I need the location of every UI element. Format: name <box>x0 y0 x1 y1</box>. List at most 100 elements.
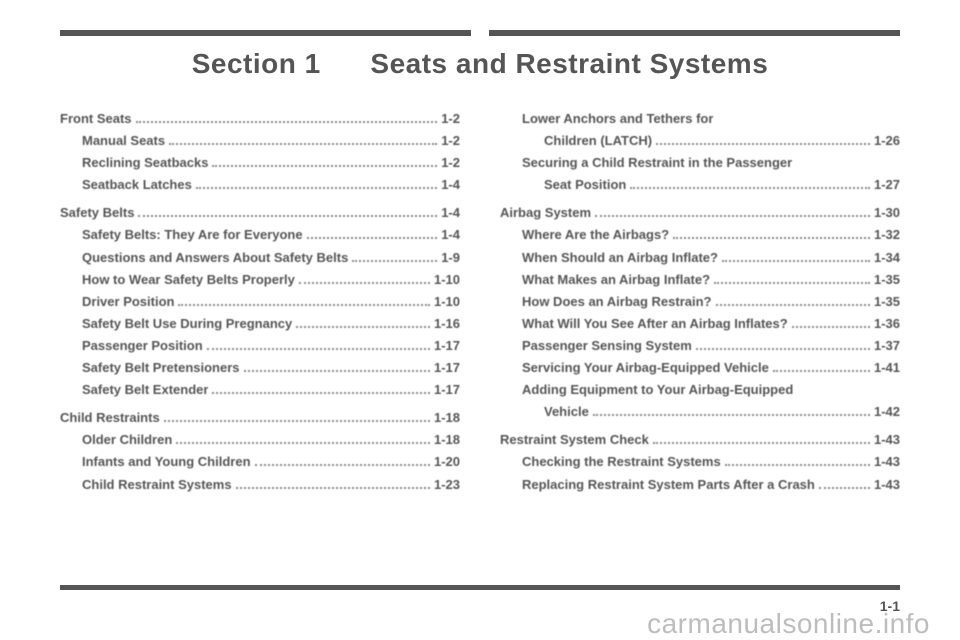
toc-page-ref: 1-2 <box>441 130 460 152</box>
toc-entry: Airbag System1-30 <box>500 202 900 224</box>
toc-entry: Vehicle1-42 <box>500 401 900 423</box>
toc-page-ref: 1-34 <box>874 247 900 269</box>
toc-leader-dots <box>352 260 437 262</box>
toc-page-ref: 1-41 <box>874 357 900 379</box>
manual-page: Section 1 Seats and Restraint Systems Fr… <box>0 0 960 640</box>
toc-page-ref: 1-18 <box>434 429 460 451</box>
toc-entry: Adding Equipment to Your Airbag-Equipped <box>500 379 900 401</box>
toc-page-ref: 1-27 <box>874 174 900 196</box>
toc-entry: Child Restraint Systems1-23 <box>60 474 460 496</box>
toc-entry: Seat Position 1-27 <box>500 174 900 196</box>
toc-entry: Restraint System Check 1-43 <box>500 429 900 451</box>
toc-page-ref: 1-20 <box>434 451 460 473</box>
toc-entry: Safety Belts: They Are for Everyone 1-4 <box>60 224 460 246</box>
toc-page-ref: 1-43 <box>874 429 900 451</box>
toc-label: How to Wear Safety Belts Properly <box>60 269 295 291</box>
toc-label: Children (LATCH) <box>500 130 652 152</box>
toc-page-ref: 1-10 <box>434 291 460 313</box>
toc-leader-dots <box>169 143 437 145</box>
toc-leader-dots <box>296 326 430 328</box>
toc-entry: Where Are the Airbags? 1-32 <box>500 224 900 246</box>
toc-label: Front Seats <box>60 108 132 130</box>
toc-label: Restraint System Check <box>500 429 649 451</box>
toc-label: What Will You See After an Airbag Inflat… <box>500 313 788 335</box>
toc-label: Seatback Latches <box>60 174 192 196</box>
toc-entry: Checking the Restraint Systems1-43 <box>500 451 900 473</box>
toc-label: Safety Belt Use During Pregnancy <box>60 313 292 335</box>
toc-entry: Securing a Child Restraint in the Passen… <box>500 152 900 174</box>
toc-column-right: Lower Anchors and Tethers forChildren (L… <box>500 108 900 496</box>
toc-page-ref: 1-17 <box>434 379 460 401</box>
toc-entry: Servicing Your Airbag-Equipped Vehicle 1-… <box>500 357 900 379</box>
toc-page-ref: 1-35 <box>874 291 900 313</box>
toc-entry: Front Seats1-2 <box>60 108 460 130</box>
toc-page-ref: 1-30 <box>874 202 900 224</box>
toc-label: Lower Anchors and Tethers for <box>500 108 713 130</box>
toc-leader-dots <box>656 143 870 145</box>
toc-leader-dots <box>178 304 430 306</box>
toc-label: Driver Position <box>60 291 174 313</box>
toc-leader-dots <box>630 187 870 189</box>
toc-leader-dots <box>716 304 870 306</box>
toc-label: Adding Equipment to Your Airbag-Equipped <box>500 379 793 401</box>
toc-entry: What Makes an Airbag Inflate? 1-35 <box>500 269 900 291</box>
toc-leader-dots <box>176 442 430 444</box>
toc-page-ref: 1-18 <box>434 407 460 429</box>
bottom-rule <box>60 585 900 590</box>
toc-label: Replacing Restraint System Parts After a… <box>500 474 815 496</box>
toc-page-ref: 1-35 <box>874 269 900 291</box>
watermark: carmanualsonline.info <box>647 608 930 640</box>
toc-entry: Lower Anchors and Tethers for <box>500 108 900 130</box>
toc-entry: Passenger Sensing System1-37 <box>500 335 900 357</box>
toc-column-left: Front Seats1-2Manual Seats1-2Reclining S… <box>60 108 460 496</box>
toc-leader-dots <box>696 348 870 350</box>
toc-entry: Replacing Restraint System Parts After a… <box>500 474 900 496</box>
toc-leader-dots <box>307 237 438 239</box>
toc-label: Where Are the Airbags? <box>500 224 669 246</box>
toc-page-ref: 1-2 <box>441 152 460 174</box>
toc-leader-dots <box>207 348 430 350</box>
toc-page-ref: 1-23 <box>434 474 460 496</box>
toc-page-ref: 1-16 <box>434 313 460 335</box>
toc-label: Infants and Young Children <box>60 451 251 473</box>
toc-leader-dots <box>792 326 870 328</box>
toc-entry: Child Restraints 1-18 <box>60 407 460 429</box>
toc-leader-dots <box>593 414 870 416</box>
toc-label: Passenger Position <box>60 335 203 357</box>
toc-label: Checking the Restraint Systems <box>500 451 721 473</box>
toc-page-ref: 1-17 <box>434 335 460 357</box>
toc-entry: Questions and Answers About Safety Belts… <box>60 247 460 269</box>
toc-page-ref: 1-4 <box>441 224 460 246</box>
top-rule <box>60 30 900 36</box>
toc-leader-dots <box>212 165 437 167</box>
toc-leader-dots <box>653 442 870 444</box>
toc-page-ref: 1-36 <box>874 313 900 335</box>
toc-entry: Driver Position 1-10 <box>60 291 460 313</box>
toc-label: Manual Seats <box>60 130 165 152</box>
toc-entry: Safety Belt Pretensioners1-17 <box>60 357 460 379</box>
toc-entry: Children (LATCH)1-26 <box>500 130 900 152</box>
toc-label: Servicing Your Airbag-Equipped Vehicle <box>500 357 769 379</box>
toc-leader-dots <box>164 420 430 422</box>
toc-label: Child Restraints <box>60 407 160 429</box>
toc-entry: Reclining Seatbacks1-2 <box>60 152 460 174</box>
toc-leader-dots <box>212 392 430 394</box>
toc-leader-dots <box>722 260 870 262</box>
toc-entry: Seatback Latches1-4 <box>60 174 460 196</box>
toc-page-ref: 1-32 <box>874 224 900 246</box>
toc-label: Safety Belts: They Are for Everyone <box>60 224 303 246</box>
toc-leader-dots <box>196 187 437 189</box>
toc-leader-dots <box>595 215 870 217</box>
toc-label: When Should an Airbag Inflate? <box>500 247 718 269</box>
toc-label: What Makes an Airbag Inflate? <box>500 269 710 291</box>
toc-label: Seat Position <box>500 174 626 196</box>
toc-leader-dots <box>673 237 870 239</box>
toc-page-ref: 1-43 <box>874 474 900 496</box>
toc-leader-dots <box>819 487 870 489</box>
toc-page-ref: 1-37 <box>874 335 900 357</box>
toc-entry: Passenger Position 1-17 <box>60 335 460 357</box>
toc-leader-dots <box>773 370 870 372</box>
toc-label: Securing a Child Restraint in the Passen… <box>500 152 792 174</box>
toc-label: Older Children <box>60 429 172 451</box>
table-of-contents: Front Seats1-2Manual Seats1-2Reclining S… <box>60 108 900 496</box>
